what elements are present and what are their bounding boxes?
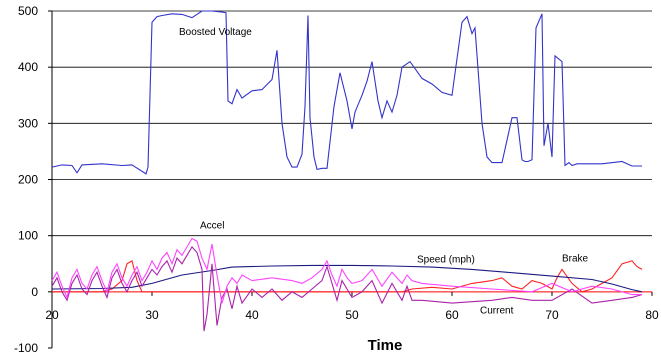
x-tick-label-30: 30	[145, 308, 159, 322]
annotation-current: Current	[480, 306, 514, 317]
series-line-accel	[51, 237, 642, 304]
grid-lines	[52, 10, 652, 237]
y-tick-label-100: 100	[18, 229, 38, 243]
x-tick-label-40: 40	[245, 308, 259, 322]
annotation-boosted-voltage: Boosted Voltage	[179, 27, 252, 38]
series-layer	[51, 10, 643, 332]
x-tick-label-50: 50	[345, 308, 359, 322]
annotation-brake: Brake	[562, 254, 589, 265]
y-tick-label-400: 400	[18, 60, 38, 74]
series-line-boosted-voltage	[51, 10, 642, 175]
y-tick-label-0: 0	[31, 285, 38, 299]
annotation-speed-mph: Speed (mph)	[417, 255, 475, 266]
x-axis-title-background	[340, 334, 410, 352]
x-tick-label-70: 70	[545, 308, 559, 322]
x-tick-labels: 20 30 40 50 60 70 80	[45, 308, 659, 322]
y-tick-label-300: 300	[18, 116, 38, 130]
y-tick-label-500: 500	[18, 4, 38, 18]
x-tick-label-60: 60	[445, 308, 459, 322]
y-tick-label-200: 200	[18, 173, 38, 187]
x-axis-title: Time	[368, 337, 403, 353]
y-tick-label--100: -100	[14, 341, 38, 353]
annotation-accel: Accel	[200, 220, 224, 231]
y-tick-labels: -100 0 100 200 300 400 500	[14, 4, 38, 353]
series-line-speed-mph	[51, 264, 643, 293]
x-tick-label-80: 80	[645, 308, 659, 322]
series-annotations: Boosted Voltage Accel Speed (mph) Brake Curr…	[179, 27, 589, 317]
x-tick-label-20: 20	[45, 308, 59, 322]
